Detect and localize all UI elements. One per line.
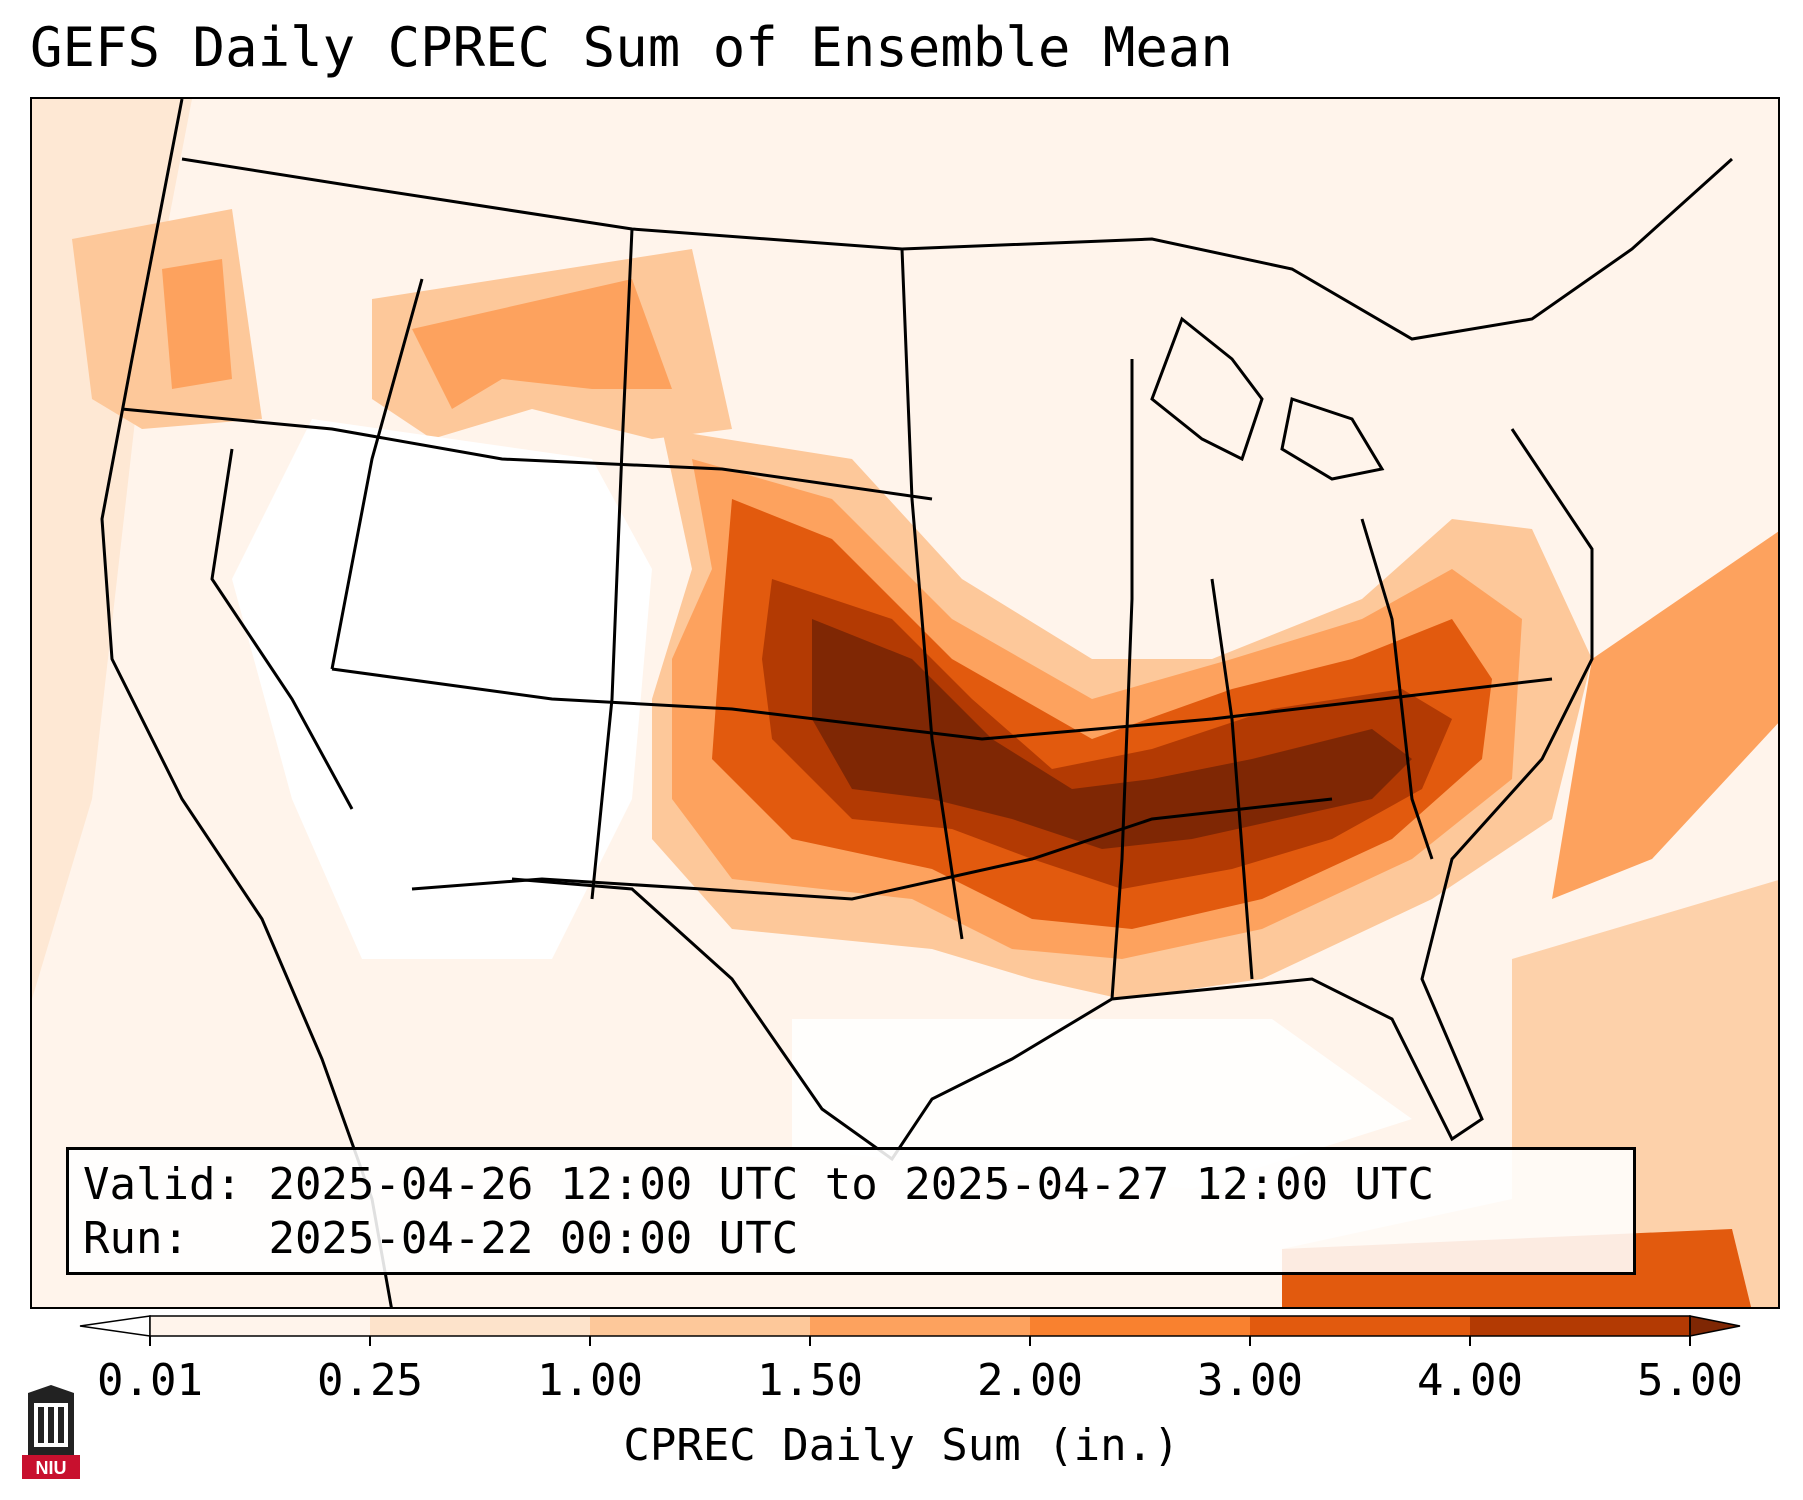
montana-core-precip: [412, 279, 672, 409]
central-band-max: [812, 619, 1412, 849]
northern-state-line: [121, 407, 933, 501]
pacific-shading: [32, 99, 192, 999]
oregon-coast-precip: [162, 259, 232, 389]
central-state-line: [331, 667, 1553, 741]
run-label: Run:: [83, 1213, 189, 1264]
run-row: Run: 2025-04-22 00:00 UTC: [83, 1212, 1633, 1266]
lake-erie-outline: [1280, 397, 1385, 481]
east-gulf-coastline: [511, 428, 1594, 1162]
atlantic-plume: [1552, 531, 1778, 899]
colorbar-segments: [79, 1315, 1741, 1337]
colorbar-segment: [1250, 1316, 1471, 1336]
colorbar-tick-label: 1.50: [757, 1355, 863, 1406]
us-canada-border: [181, 157, 1734, 341]
appalachian-line: [1360, 518, 1434, 860]
map-title: GEFS Daily CPREC Sum of Ensemble Mean: [30, 16, 1233, 79]
plains-line: [900, 248, 964, 940]
niu-logo: NIU: [22, 1385, 80, 1479]
colorbar-segment: [810, 1316, 1031, 1336]
precipitation-map: [30, 97, 1780, 1309]
idaho-line: [330, 278, 424, 670]
colorbar-ticks: [149, 1336, 1691, 1346]
run-value: 2025-04-22 00:00 UTC: [268, 1213, 799, 1264]
map-canvas: [32, 99, 1778, 1307]
boundaries: [100, 99, 1734, 1307]
caribbean-precip-light: [1282, 880, 1778, 1307]
colorbar: [79, 1315, 1741, 1346]
colorbar-tick-label: 4.00: [1417, 1355, 1523, 1406]
colorbar-extend-over: [1689, 1315, 1741, 1337]
valid-label: Valid:: [83, 1159, 242, 1210]
colorbar-segment: [1470, 1316, 1691, 1336]
gulf-dry-area: [792, 1019, 1412, 1189]
colorbar-tick-label: 2.00: [977, 1355, 1083, 1406]
mountain-line: [590, 228, 634, 900]
mississippi-line: [1110, 359, 1134, 1000]
colorbar-tick-label: 5.00: [1637, 1355, 1743, 1406]
university-building-icon: NIU: [22, 1385, 80, 1479]
colorbar-extend-under: [79, 1315, 151, 1337]
colorbar-segment: [590, 1316, 811, 1336]
colorbar-label: CPREC Daily Sum (in.): [623, 1420, 1180, 1471]
colorbar-tick-label: 0.25: [317, 1355, 423, 1406]
colorbar-tick-label: 0.01: [97, 1355, 203, 1406]
valid-value: 2025-04-26 12:00 UTC to 2025-04-27 12:00…: [268, 1159, 1435, 1210]
colorbar-segment: [150, 1316, 371, 1336]
colorbar-segment: [370, 1316, 591, 1336]
valid-row: Valid: 2025-04-26 12:00 UTC to 2025-04-2…: [83, 1158, 1633, 1212]
ohio-valley-line: [1210, 578, 1254, 980]
california-nevada-line: [210, 448, 354, 810]
great-lakes-outline: [1150, 316, 1264, 462]
colorbar-frame: [149, 1315, 1691, 1337]
southern-state-line: [411, 797, 1333, 901]
colorbar-tick-label: 1.00: [537, 1355, 643, 1406]
valid-run-info-box: Valid: 2025-04-26 12:00 UTC to 2025-04-2…: [66, 1147, 1636, 1275]
svg-text:NIU: NIU: [36, 1458, 67, 1478]
colorbar-segment: [1030, 1316, 1251, 1336]
colorbar-tick-label: 3.00: [1197, 1355, 1303, 1406]
southwest-dry-area: [232, 419, 652, 959]
